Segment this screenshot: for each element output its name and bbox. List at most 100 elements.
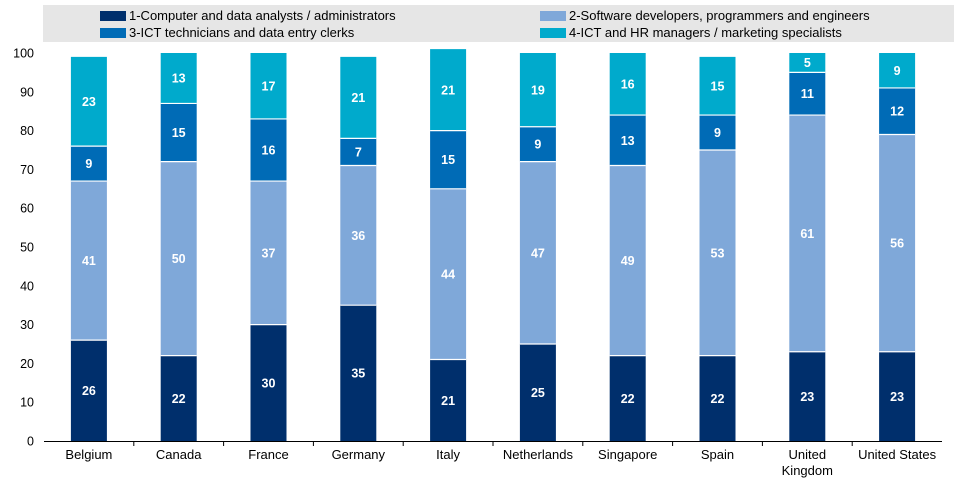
data-label: 15 — [711, 79, 725, 93]
data-label: 9 — [534, 138, 541, 152]
y-tick-label: 60 — [20, 202, 34, 216]
category-label: Belgium — [65, 447, 112, 462]
bar-segment — [699, 115, 736, 150]
data-label: 5 — [804, 56, 811, 70]
legend-label-series-3: 3-ICT technicians and data entry clerks — [129, 25, 355, 40]
legend-swatch-series-2 — [540, 10, 566, 21]
legend: 1-Computer and data analysts / administr… — [43, 5, 954, 42]
data-label: 15 — [441, 153, 455, 167]
data-label: 23 — [800, 390, 814, 404]
bar-segment — [699, 56, 736, 116]
data-label: 19 — [531, 83, 545, 97]
data-label: 17 — [262, 79, 276, 93]
bar-segment — [609, 53, 646, 116]
bar-segment — [250, 53, 287, 119]
data-label: 23 — [890, 390, 904, 404]
bar-segment — [250, 181, 287, 325]
data-label: 9 — [714, 126, 721, 140]
bar-segment — [340, 56, 377, 139]
data-label: 47 — [531, 246, 545, 260]
legend-swatch-series-3 — [100, 27, 126, 38]
data-label: 25 — [531, 386, 545, 400]
bar-segment — [879, 351, 916, 441]
bar-segment — [430, 188, 467, 360]
category-label: Italy — [436, 447, 460, 462]
y-tick-label: 20 — [20, 357, 34, 371]
bar-segment — [789, 72, 826, 116]
bar-segment — [789, 351, 826, 441]
bar-segment — [609, 165, 646, 356]
data-label: 9 — [85, 157, 92, 171]
bar-segment — [519, 126, 556, 162]
data-label: 21 — [441, 83, 455, 97]
data-label: 35 — [351, 367, 365, 381]
bar-segment — [430, 130, 467, 189]
legend-swatch-series-1 — [100, 10, 126, 21]
bar-segment — [699, 150, 736, 356]
bar-segment — [519, 161, 556, 344]
bar-segment — [879, 87, 916, 135]
bar-segment — [879, 134, 916, 352]
data-label: 11 — [801, 87, 814, 101]
data-label: 21 — [351, 91, 365, 105]
legend-swatch-series-4 — [540, 27, 566, 38]
category-label: Canada — [156, 447, 202, 462]
bar-segment — [609, 115, 646, 166]
category-label: Singapore — [598, 447, 657, 462]
bar-segment — [789, 115, 826, 352]
data-label: 12 — [890, 105, 904, 119]
data-label: 37 — [262, 246, 276, 260]
category-label: Germany — [332, 447, 386, 462]
legend-item-series-1: 1-Computer and data analysts / administr… — [100, 8, 396, 23]
y-tick-label: 50 — [20, 241, 34, 255]
bar-segment — [70, 146, 107, 182]
data-label: 23 — [82, 95, 96, 109]
data-label: 36 — [351, 229, 365, 243]
data-label: 53 — [711, 246, 725, 260]
bar-segment — [430, 49, 467, 131]
bar-segment — [609, 355, 646, 441]
y-tick-label: 30 — [20, 318, 34, 332]
y-tick-label: 70 — [20, 163, 34, 177]
category-label: United States — [858, 447, 937, 462]
bar-segment — [699, 355, 736, 441]
bar-segment — [160, 103, 197, 162]
data-label: 7 — [355, 145, 362, 159]
category-label: Netherlands — [503, 447, 574, 462]
data-label: 13 — [172, 72, 186, 86]
data-label: 30 — [262, 376, 276, 390]
bar-segment — [70, 181, 107, 341]
data-label: 56 — [890, 237, 904, 251]
y-tick-label: 100 — [13, 47, 34, 61]
bar-segment — [160, 161, 197, 356]
legend-item-series-3: 3-ICT technicians and data entry clerks — [100, 25, 354, 40]
y-tick-label: 10 — [20, 396, 34, 410]
data-label: 49 — [621, 254, 635, 268]
y-tick-label: 0 — [27, 435, 34, 449]
bar-segment — [250, 118, 287, 182]
data-label: 13 — [621, 134, 635, 148]
bar-segment — [789, 53, 826, 73]
y-tick-label: 40 — [20, 279, 34, 293]
data-label: 21 — [441, 394, 455, 408]
category-label: Spain — [701, 447, 734, 462]
bar-segment — [519, 53, 556, 127]
data-label: 15 — [172, 126, 186, 140]
data-label: 50 — [172, 252, 186, 266]
legend-label-series-2: 2-Software developers, programmers and e… — [569, 8, 870, 23]
bar-segment — [160, 355, 197, 441]
y-tick-label: 90 — [20, 85, 34, 99]
data-label: 26 — [82, 384, 96, 398]
bar-segment — [70, 56, 107, 147]
legend-label-series-1: 1-Computer and data analysts / administr… — [129, 8, 396, 23]
bar-segment — [340, 305, 377, 441]
legend-item-series-2: 2-Software developers, programmers and e… — [540, 8, 870, 23]
data-label: 22 — [621, 392, 635, 406]
legend-label-series-4: 4-ICT and HR managers / marketing specia… — [569, 25, 842, 40]
bar-segment — [250, 324, 287, 441]
category-label: United Kingdom — [782, 447, 833, 478]
bar-segment — [879, 53, 916, 88]
bar-segment — [340, 165, 377, 306]
data-label: 44 — [441, 268, 455, 282]
